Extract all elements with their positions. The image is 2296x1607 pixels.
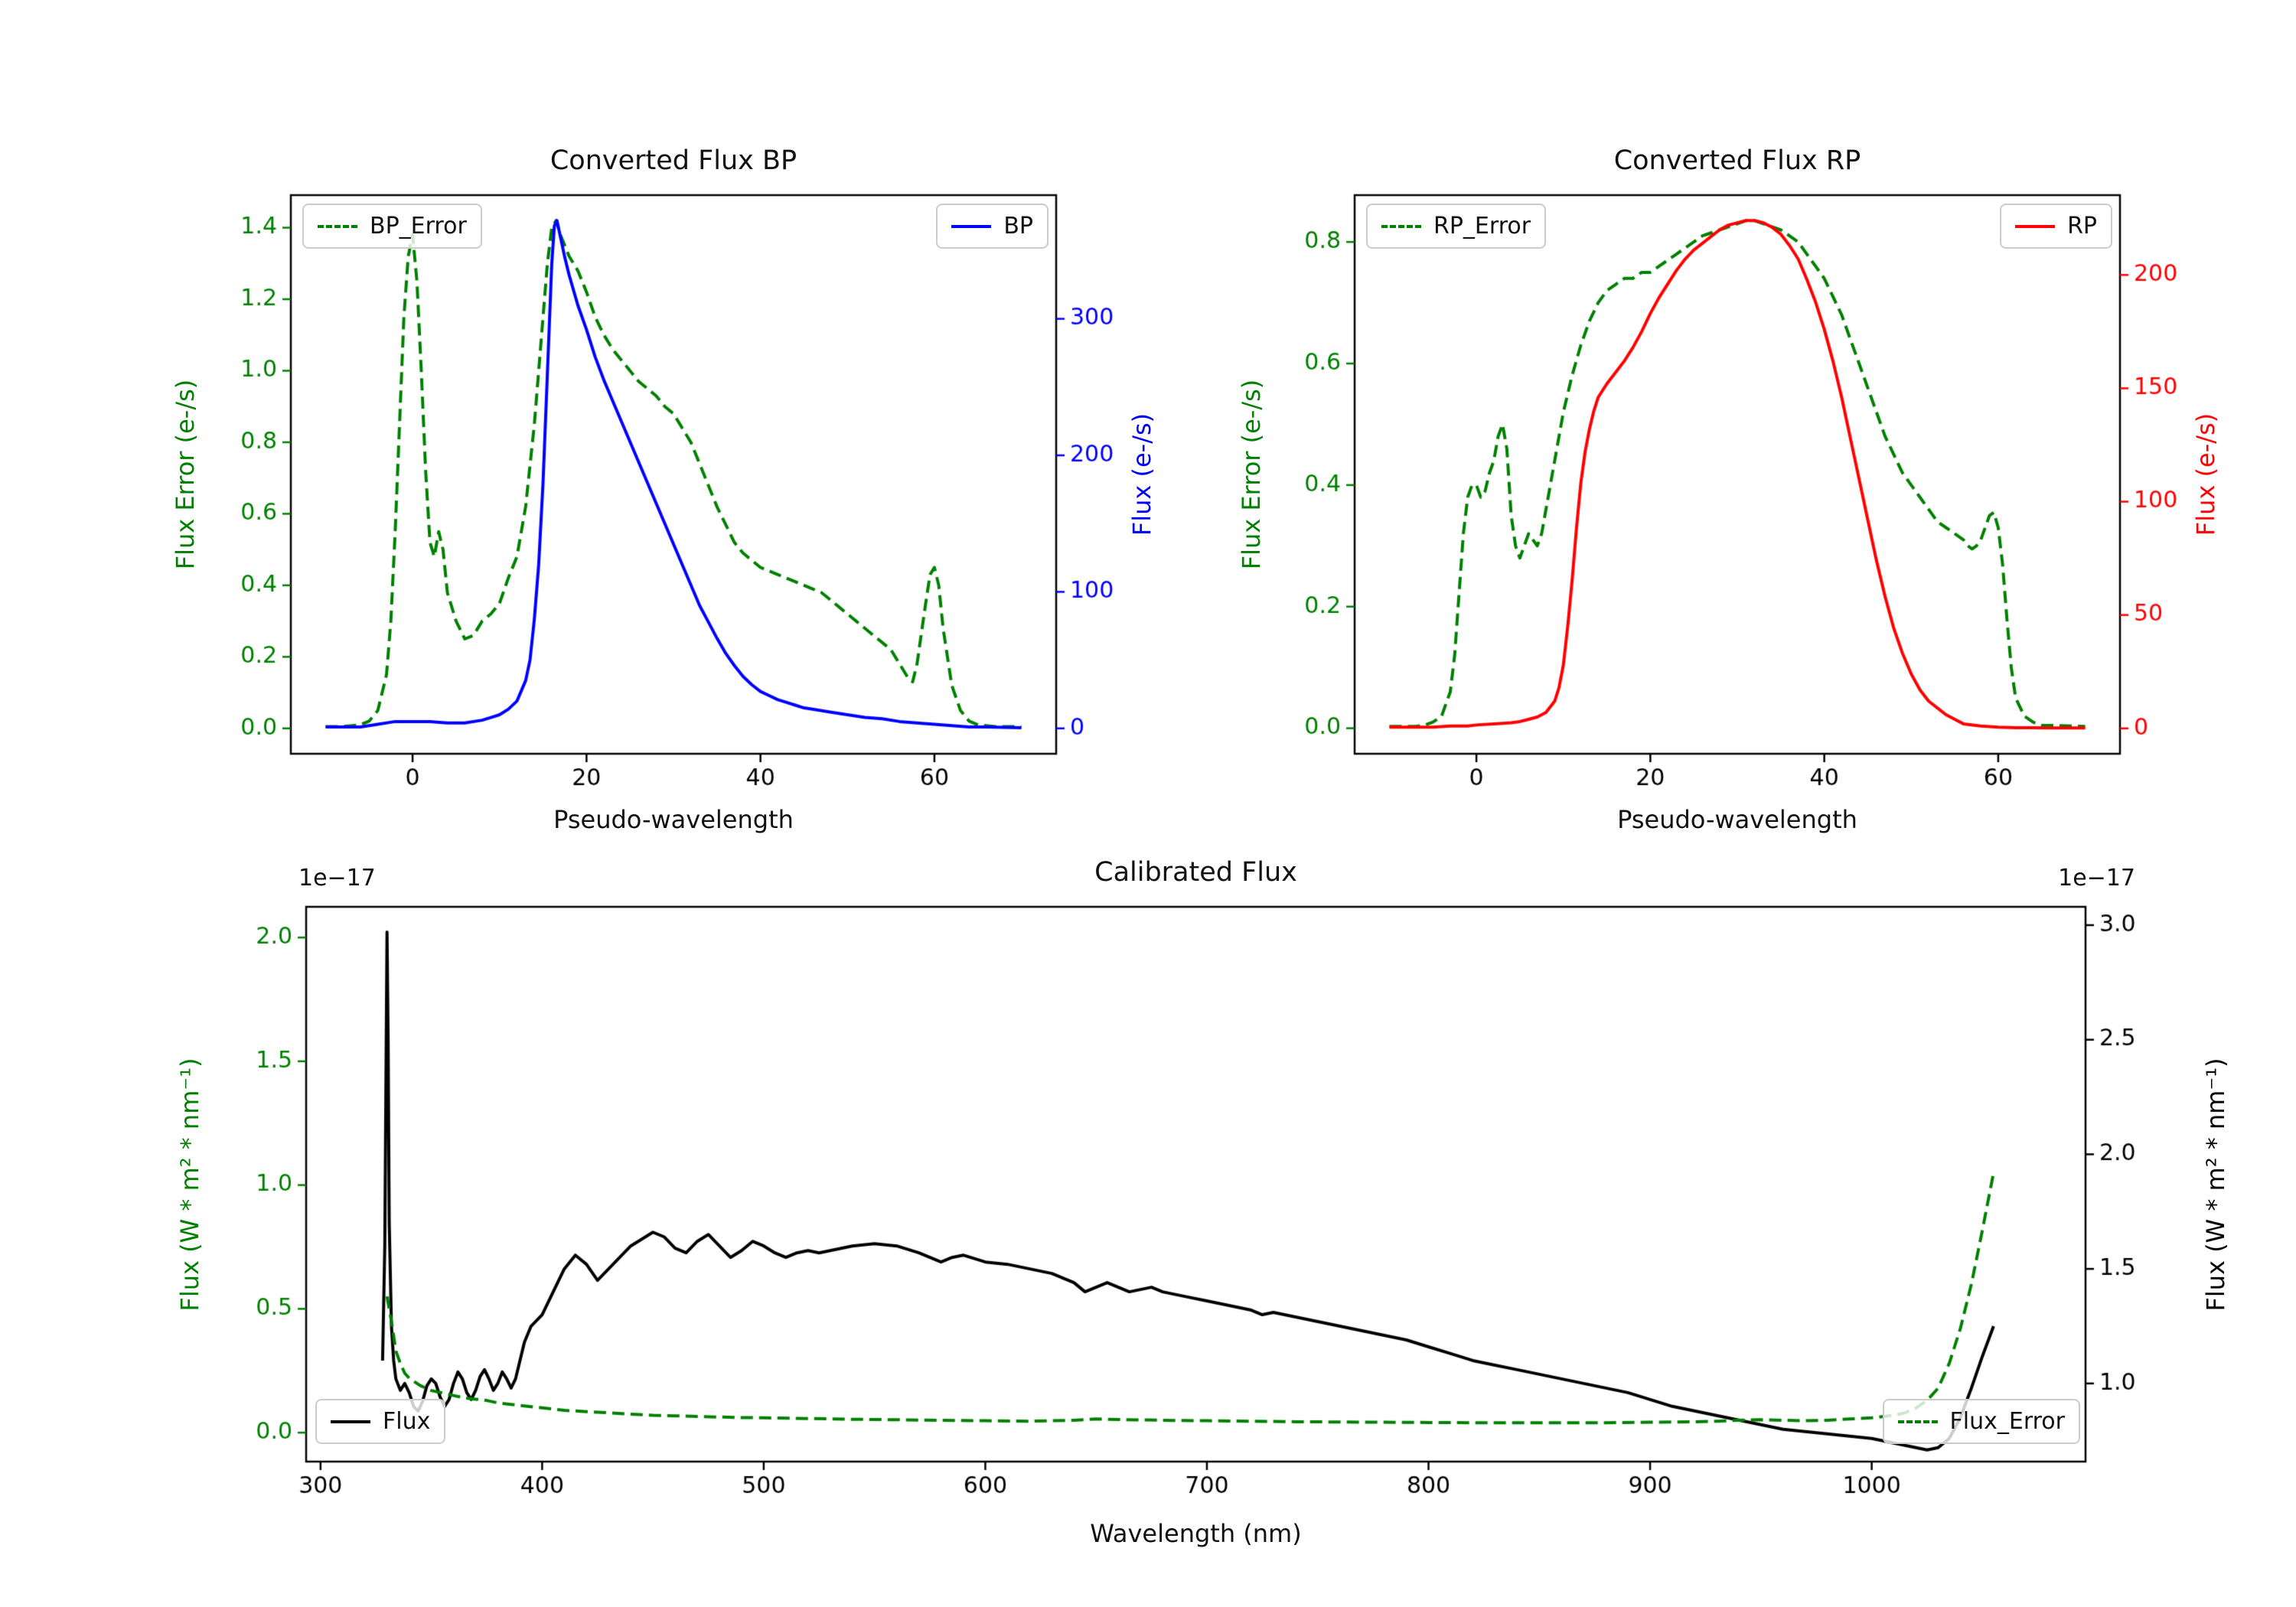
calibrated-xaxis-label: Wavelength (nm): [1090, 1519, 1302, 1548]
bp-left-yaxis-label: Flux Error (e-/s): [171, 379, 200, 570]
legend-line-sample: [1381, 224, 1421, 228]
legend-label: Flux: [383, 1408, 431, 1435]
bp-xaxis-label: Pseudo-wavelength: [553, 805, 794, 834]
legend-label: RP_Error: [1433, 213, 1531, 240]
rp-right-yaxis-label: Flux (e-/s): [2191, 412, 2220, 536]
rp-left-yaxis-label: Flux Error (e-/s): [1237, 379, 1266, 570]
legend-line-sample: [318, 224, 357, 228]
rp-error-legend: RP_Error: [1366, 204, 1547, 249]
right-axis-offset-text: 1e−17: [2058, 865, 2135, 892]
bp-error-legend: BP_Error: [302, 204, 482, 249]
legend-line-sample: [1897, 1420, 1938, 1423]
legend-line-sample: [951, 224, 992, 228]
legend-line-sample: [331, 1420, 370, 1423]
bp-chart-title: Converted Flux BP: [550, 145, 797, 176]
legend-line-sample: [2015, 224, 2056, 228]
rp-xaxis-label: Pseudo-wavelength: [1617, 805, 1857, 834]
flux-error-legend: Flux_Error: [1882, 1399, 2080, 1444]
calibrated-right-yaxis-label: Flux (W * m² * nm⁻¹): [2201, 1058, 2230, 1312]
legend-label: BP: [1003, 213, 1033, 240]
calibrated-left-yaxis-label: Flux (W * m² * nm⁻¹): [175, 1058, 204, 1312]
rp-chart-title: Converted Flux RP: [1613, 145, 1861, 176]
rp-legend: RP: [2000, 204, 2112, 249]
legend-label: Flux_Error: [1949, 1408, 2065, 1435]
legend-label: RP: [2067, 213, 2097, 240]
calibrated-chart-title: Calibrated Flux: [1094, 857, 1297, 888]
legend-label: BP_Error: [370, 213, 467, 240]
left-axis-offset-text: 1e−17: [298, 865, 376, 892]
flux-legend: Flux: [315, 1399, 446, 1444]
bp-right-yaxis-label: Flux (e-/s): [1127, 412, 1156, 536]
bp-legend: BP: [936, 204, 1049, 249]
